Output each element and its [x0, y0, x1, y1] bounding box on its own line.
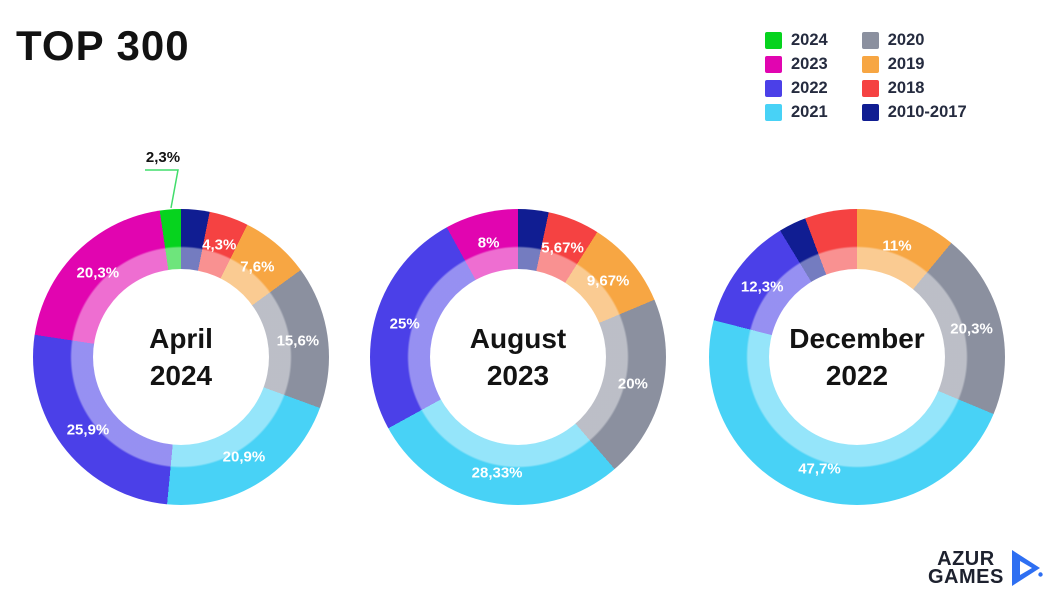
logo-line-games: GAMES — [928, 566, 1004, 588]
legend-item-2022: 2022 — [765, 80, 828, 97]
legend-swatch-2019 — [861, 56, 879, 73]
donut-chart-april-2024: April 2024 4,3% 7,6% 15,6% 20,9% 25,9% 20,3% — [33, 209, 329, 505]
legend-swatch-2022 — [765, 80, 782, 97]
legend-swatch-2021 — [765, 104, 782, 121]
slice-label-2020: 20,3% — [950, 320, 993, 338]
slice-label-2023: 8% — [477, 234, 500, 252]
donut-hole: December 2022 — [769, 269, 945, 445]
legend-swatch-2023 — [765, 56, 782, 73]
legend-label: 2021 — [791, 103, 828, 121]
slice-label-2019: 9,67% — [586, 272, 630, 290]
donut-center-label: 2024 — [149, 360, 213, 391]
legend-label: 2023 — [791, 55, 828, 73]
legend-column-1: 2024 2023 2022 2021 — [765, 32, 828, 121]
legend-swatch-2020 — [861, 32, 879, 49]
slice-label-2019: 7,6% — [240, 258, 275, 276]
slice-label-2020: 15,6% — [276, 332, 320, 350]
donut-chart-december-2022: December 2022 11% 20,3% 47,7% 12,3% — [709, 209, 1005, 505]
slice-label-2021: 28,33% — [471, 464, 523, 482]
donut-center-label: April — [149, 323, 213, 354]
legend-item-2023: 2023 — [765, 56, 828, 73]
legend-item-2018: 2018 — [861, 79, 967, 97]
donut-hole: April 2024 — [93, 269, 269, 445]
slice-label-2022: 25,9% — [66, 421, 110, 439]
legend-column-2: 2020 2019 2018 2010-2017 — [861, 31, 967, 121]
callout-2024-value: 2,3% — [145, 149, 181, 166]
legend-item-2019: 2019 — [861, 55, 967, 73]
donut-hole: August 2023 — [430, 269, 606, 445]
slice-label-2022: 25% — [389, 315, 420, 333]
legend-item-2021: 2021 — [765, 104, 828, 121]
azur-games-logo: AZUR GAMES — [928, 548, 1043, 588]
donut-center-label: August — [469, 323, 567, 354]
donut-center-label: 2023 — [486, 360, 550, 391]
page-title: TOP 300 — [16, 22, 190, 69]
callout-leader-line — [145, 169, 179, 209]
legend-label: 2024 — [791, 31, 828, 49]
legend-label: 2010-2017 — [887, 103, 967, 121]
slice-label-2019: 11% — [882, 237, 912, 255]
legend-swatch-2018 — [861, 80, 879, 97]
logo-wordmark: AZUR GAMES — [928, 548, 1004, 588]
legend-item-2010-2017: 2010-2017 — [861, 103, 967, 121]
slice-label-2018: 4,3% — [202, 236, 237, 254]
legend: 2024 2023 2022 2021 2020 2019 2018 2010-2017 — [765, 32, 967, 121]
donut-center-label: December — [789, 323, 925, 354]
legend-label: 2020 — [887, 31, 925, 49]
donut-chart-august-2023: August 2023 5,67% 9,67% 20% 28,33% 25% 8% — [370, 209, 666, 505]
legend-label: 2018 — [887, 79, 925, 97]
slice-label-2018: 5,67% — [541, 239, 584, 257]
slice-label-2021: 20,9% — [222, 448, 266, 466]
legend-label: 2022 — [791, 79, 828, 97]
donut-center-label: 2022 — [825, 360, 889, 391]
legend-item-2024: 2024 — [765, 32, 828, 49]
play-triangle-icon — [1011, 550, 1043, 586]
legend-item-2020: 2020 — [861, 31, 967, 49]
legend-swatch-2010-2017 — [861, 104, 879, 121]
legend-label: 2019 — [887, 55, 925, 73]
slice-label-2020: 20% — [617, 375, 648, 393]
slice-label-2023: 20,3% — [76, 264, 120, 282]
slice-label-2021: 47,7% — [798, 460, 841, 478]
logo-line-azur: AZUR — [937, 548, 995, 570]
legend-swatch-2024 — [765, 32, 782, 49]
slice-label-2022: 12,3% — [740, 278, 784, 296]
